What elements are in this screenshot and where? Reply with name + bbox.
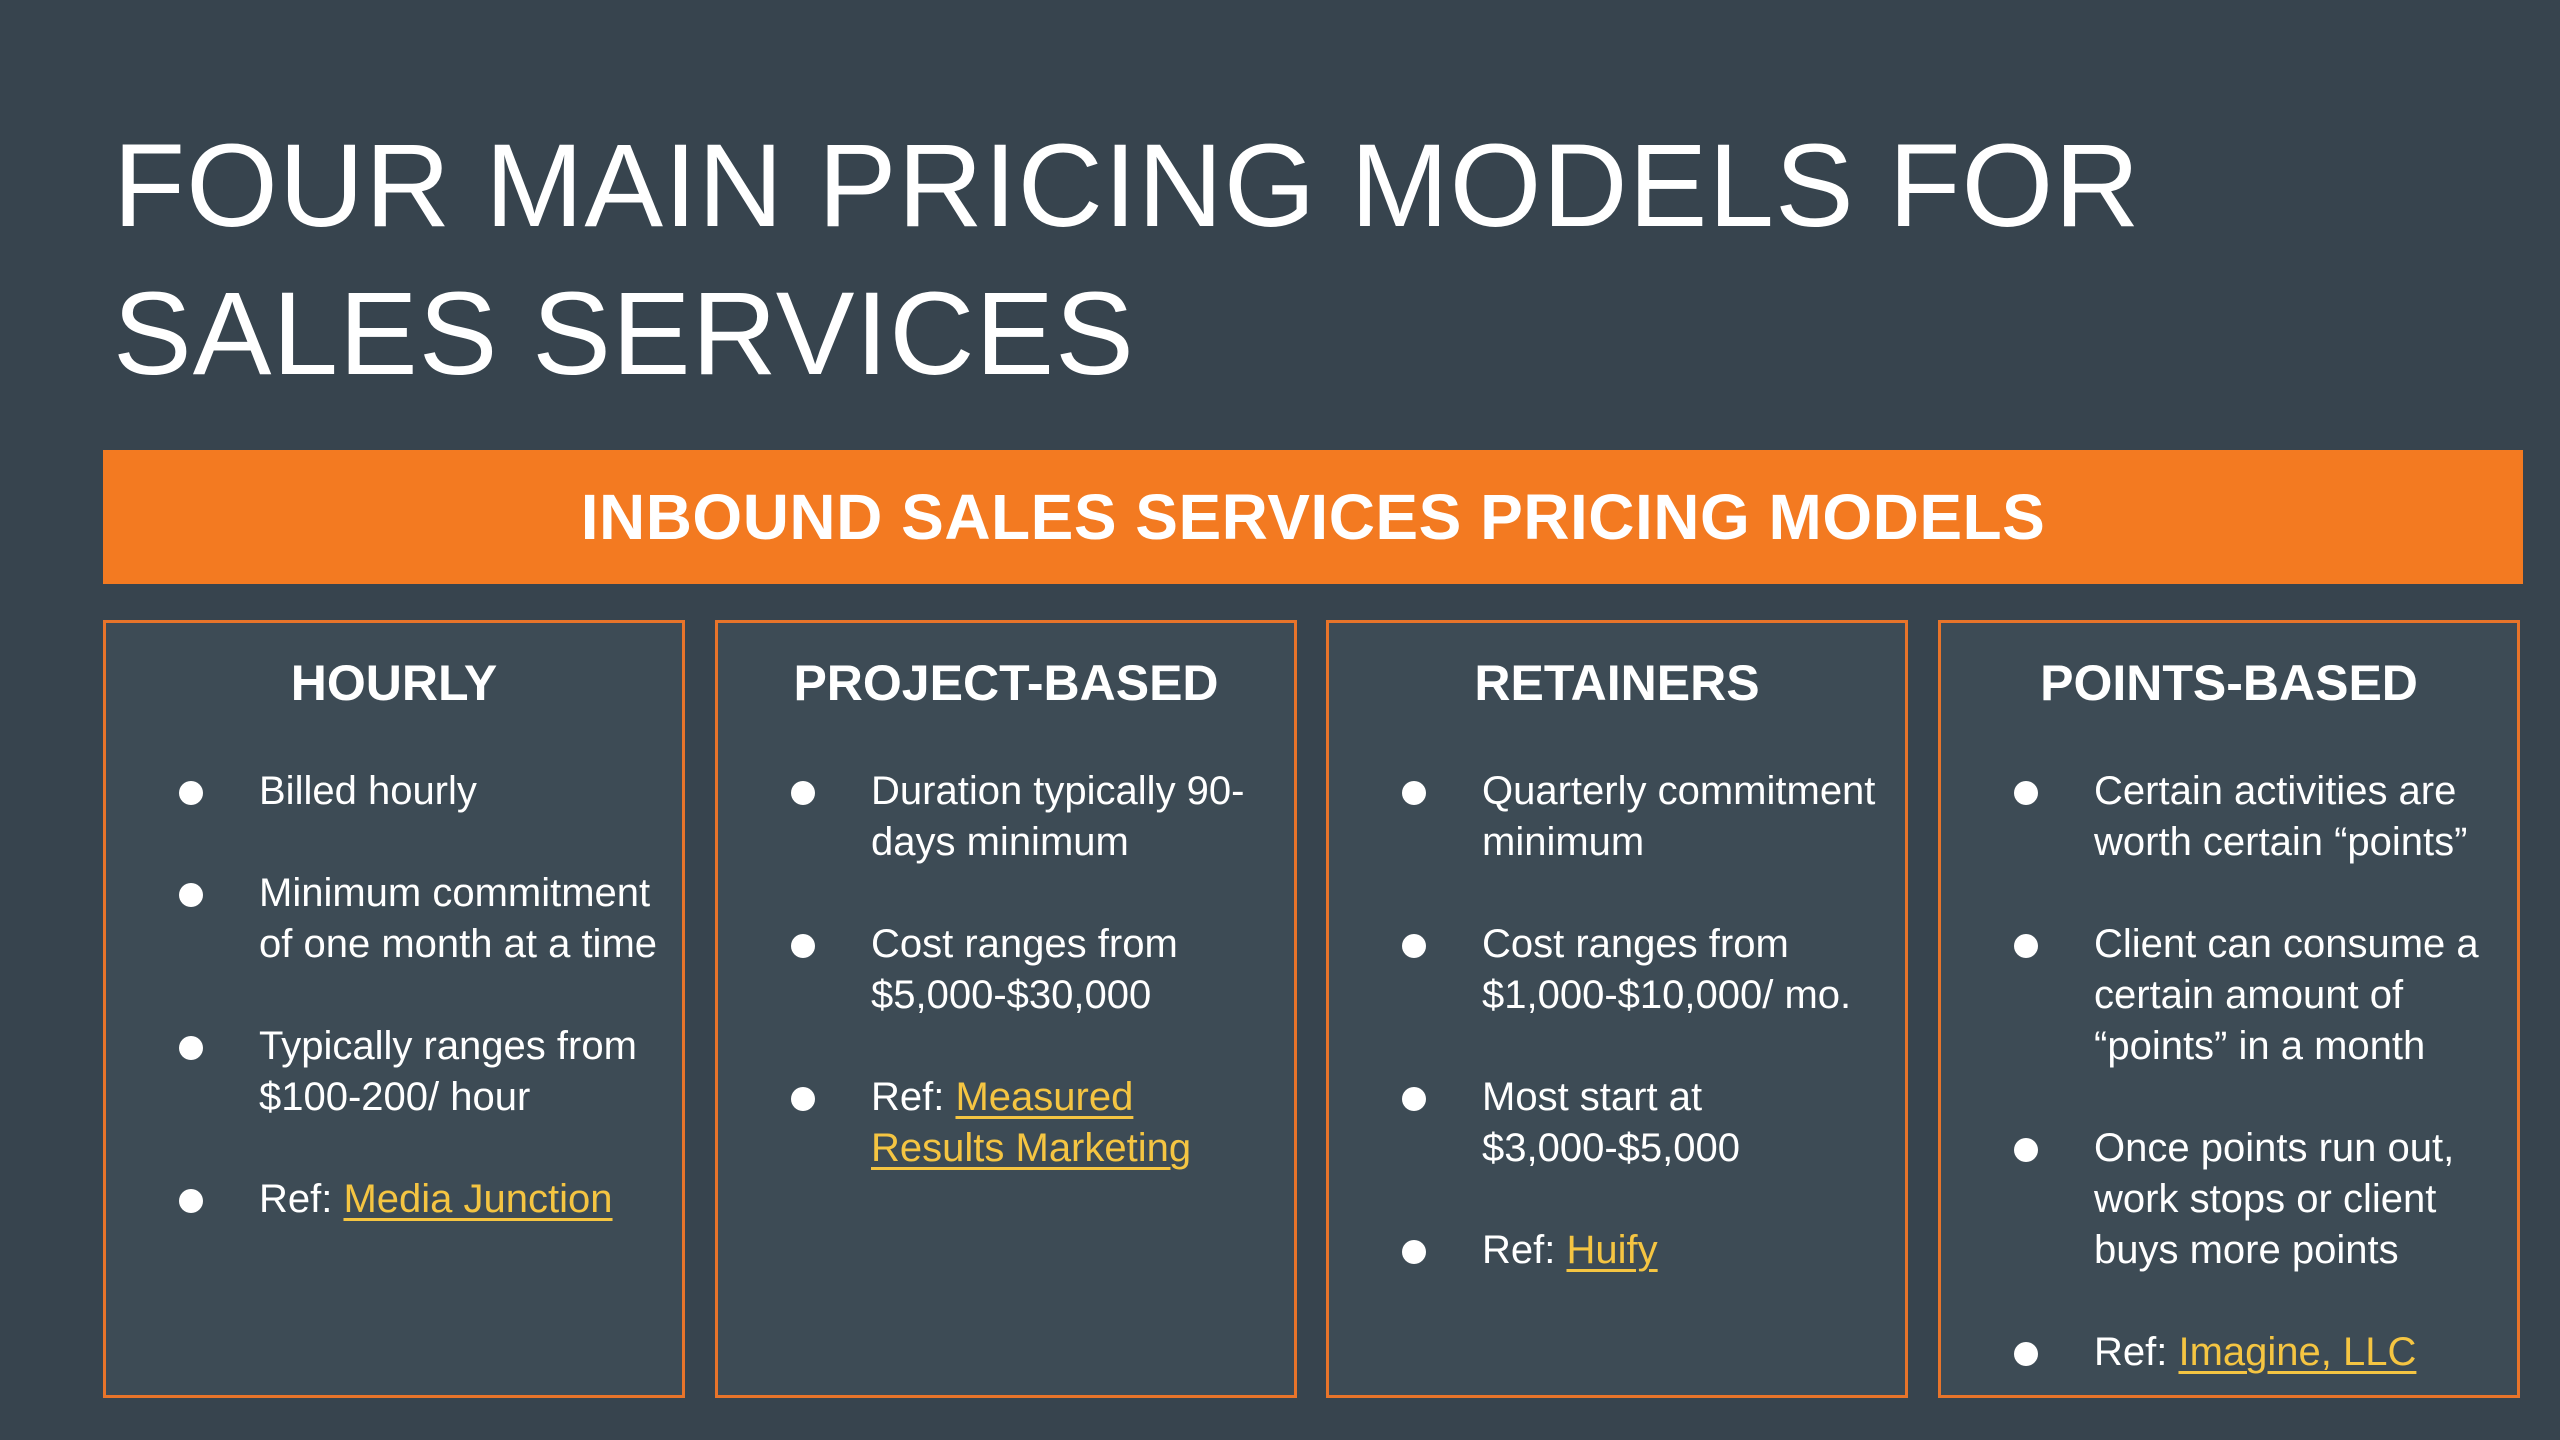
card-title-points-based: POINTS-BASED [2040, 655, 2418, 711]
list-item-text: Certain activities are worth certain “po… [2094, 769, 2468, 864]
ref-prefix: Ref: [2094, 1330, 2179, 1374]
list-item-ref: Ref: Media Junction [106, 1174, 682, 1225]
bullet-icon [1402, 934, 1426, 958]
list-item-text: Minimum commitment of one month at a tim… [259, 871, 658, 966]
ref-link-huify[interactable]: Huify [1566, 1228, 1658, 1272]
card-list-project-based: Duration typically 90-days minimum Cost … [718, 766, 1294, 1225]
card-list-retainers: Quarterly commitment minimum Cost ranges… [1329, 766, 1905, 1327]
list-item-text: Cost ranges from $5,000-$30,000 [871, 922, 1178, 1017]
list-item-ref: Ref: Huify [1329, 1225, 1905, 1276]
slide-title-line-2: SALES SERVICES [113, 268, 1135, 400]
bullet-icon [2014, 781, 2038, 805]
list-item: Duration typically 90-days minimum [718, 766, 1294, 868]
bullet-icon [1402, 1240, 1426, 1264]
list-item: Most start at $3,000-$5,000 [1329, 1072, 1905, 1174]
pricing-models-banner: INBOUND SALES SERVICES PRICING MODELS [103, 450, 2523, 584]
ref-prefix: Ref: [1482, 1228, 1567, 1272]
bullet-icon [791, 934, 815, 958]
card-list-hourly: Billed hourly Minimum commitment of one … [106, 766, 682, 1276]
bullet-icon [791, 1087, 815, 1111]
bullet-icon [1402, 781, 1426, 805]
bullet-icon [2014, 1138, 2038, 1162]
list-item-ref: Ref: Imagine, LLC [1941, 1327, 2517, 1378]
ref-prefix: Ref: [259, 1177, 344, 1221]
card-project-based: PROJECT-BASED Duration typically 90-days… [715, 620, 1297, 1398]
card-list-points-based: Certain activities are worth certain “po… [1941, 766, 2517, 1378]
list-item-ref: Ref: Measured Results Marketing [718, 1072, 1294, 1174]
slide-title: FOUR MAIN PRICING MODELS FOR SALES SERVI… [113, 112, 2413, 408]
bullet-icon [1402, 1087, 1426, 1111]
list-item-text: Client can consume a certain amount of “… [2094, 922, 2479, 1068]
bullet-icon [2014, 1342, 2038, 1366]
ref-link-imagine-llc[interactable]: Imagine, LLC [2178, 1330, 2417, 1374]
list-item-text: Most start at $3,000-$5,000 [1482, 1075, 1741, 1170]
card-points-based: POINTS-BASED Certain activities are wort… [1938, 620, 2520, 1398]
list-item-text: Duration typically 90-days minimum [871, 769, 1245, 864]
card-hourly: HOURLY Billed hourly Minimum commitment … [103, 620, 685, 1398]
list-item: Certain activities are worth certain “po… [1941, 766, 2517, 868]
list-item-text: Billed hourly [259, 769, 477, 813]
ref-link-media-junction[interactable]: Media Junction [343, 1177, 613, 1221]
card-title-retainers: RETAINERS [1474, 655, 1760, 711]
list-item-text: Cost ranges from $1,000-$10,000/ mo. [1482, 922, 1852, 1017]
list-item: Once points run out, work stops or clien… [1941, 1123, 2517, 1276]
slide-title-line-1: FOUR MAIN PRICING MODELS FOR [113, 120, 2141, 252]
card-title-hourly: HOURLY [290, 655, 498, 711]
bullet-icon [179, 883, 203, 907]
list-item: Minimum commitment of one month at a tim… [106, 868, 682, 970]
bullet-icon [791, 781, 815, 805]
list-item: Client can consume a certain amount of “… [1941, 919, 2517, 1072]
bullet-icon [179, 1036, 203, 1060]
bullet-icon [179, 1189, 203, 1213]
list-item: Quarterly commitment minimum [1329, 766, 1905, 868]
list-item-text: Once points run out, work stops or clien… [2094, 1126, 2455, 1272]
list-item: Billed hourly [106, 766, 682, 817]
ref-link-measured-results-marketing[interactable]: Measured Results Marketing [871, 1075, 1192, 1170]
card-retainers: RETAINERS Quarterly commitment minimum C… [1326, 620, 1908, 1398]
bullet-icon [179, 781, 203, 805]
list-item: Cost ranges from $1,000-$10,000/ mo. [1329, 919, 1905, 1021]
list-item: Typically ranges from $100-200/ hour [106, 1021, 682, 1123]
list-item: Cost ranges from $5,000-$30,000 [718, 919, 1294, 1021]
ref-prefix: Ref: [871, 1075, 956, 1119]
card-title-project-based: PROJECT-BASED [793, 655, 1219, 711]
list-item-text: Quarterly commitment minimum [1482, 769, 1876, 864]
banner-text: INBOUND SALES SERVICES PRICING MODELS [580, 481, 2046, 553]
bullet-icon [2014, 934, 2038, 958]
list-item-text: Typically ranges from $100-200/ hour [259, 1024, 637, 1119]
